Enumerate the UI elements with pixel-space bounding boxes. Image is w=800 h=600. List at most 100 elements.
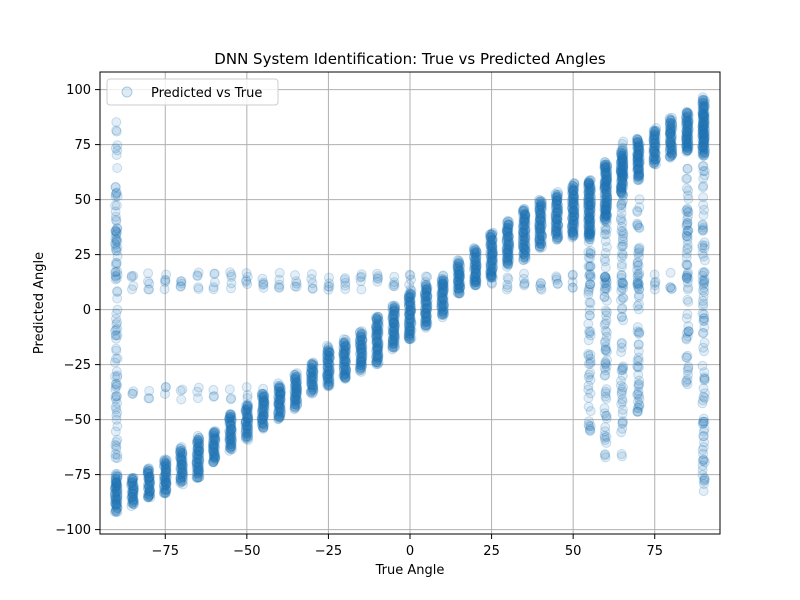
scatter-point <box>601 361 612 372</box>
scatter-point <box>436 274 447 284</box>
scatter-point <box>193 282 204 293</box>
scatter-point <box>322 340 333 351</box>
scatter-point <box>632 355 643 366</box>
scatter-point <box>110 325 121 336</box>
scatter-point <box>682 234 693 245</box>
scatter-point <box>699 322 710 333</box>
scatter-point <box>682 225 693 236</box>
scatter-point <box>683 361 694 372</box>
scatter-point <box>616 198 627 209</box>
scatter-point <box>600 391 611 402</box>
scatter-point <box>585 175 596 186</box>
scatter-point <box>600 449 611 460</box>
scatter-point <box>699 111 710 122</box>
scatter-point <box>616 270 627 281</box>
scatter-point <box>600 222 611 233</box>
scatter-point <box>599 253 610 264</box>
scatter-point <box>698 200 709 210</box>
scatter-point <box>601 276 612 287</box>
scatter-point <box>356 284 367 295</box>
scatter-point <box>682 260 693 271</box>
scatter-point <box>698 109 708 120</box>
scatter-point <box>617 169 628 180</box>
scatter-point <box>632 362 643 373</box>
scatter-point <box>599 432 610 443</box>
scatter-point <box>601 242 612 253</box>
scatter-point <box>583 286 594 297</box>
scatter-point <box>682 374 693 385</box>
scatter-point <box>633 291 644 302</box>
scatter-point <box>698 224 708 235</box>
scatter-point <box>601 280 612 291</box>
scatter-point <box>617 370 628 381</box>
legend-label: Predicted vs True <box>151 86 262 101</box>
scatter-point <box>112 286 123 297</box>
scatter-point <box>618 228 629 239</box>
scatter-point <box>699 473 710 483</box>
scatter-point <box>111 117 122 128</box>
scatter-point <box>682 273 692 283</box>
scatter-point <box>176 442 187 452</box>
scatter-point <box>600 365 611 376</box>
scatter-point <box>698 142 709 153</box>
scatter-point <box>143 463 154 474</box>
scatter-point <box>699 416 710 427</box>
scatter-point <box>697 182 708 193</box>
scatter-point <box>617 139 628 149</box>
scatter-point <box>616 150 627 161</box>
scatter-point <box>698 225 708 236</box>
scatter-point <box>616 157 627 168</box>
scatter-point <box>600 204 611 215</box>
scatter-point <box>651 123 662 133</box>
scatter-point <box>585 249 596 260</box>
scatter-point <box>241 276 252 287</box>
scatter-point <box>110 200 121 211</box>
scatter-point <box>634 284 645 295</box>
scatter-point <box>583 401 594 412</box>
scatter-point <box>617 362 628 373</box>
scatter-point <box>160 388 170 399</box>
scatter-point <box>617 142 628 153</box>
scatter-point <box>698 173 709 184</box>
scatter-point <box>632 163 643 174</box>
scatter-point <box>617 417 628 428</box>
scatter-point <box>633 304 644 315</box>
scatter-point <box>683 321 694 332</box>
scatter-point <box>617 153 628 164</box>
scatter-point <box>110 143 121 154</box>
scatter-point <box>698 383 709 394</box>
scatter-point <box>698 486 709 497</box>
scatter-point <box>599 408 610 419</box>
scatter-point <box>698 119 709 130</box>
scatter-point <box>615 167 626 178</box>
scatter-point <box>111 330 122 340</box>
scatter-point <box>634 299 644 310</box>
scatter-point <box>697 219 708 230</box>
scatter-point <box>600 435 611 446</box>
scatter-point <box>601 331 612 342</box>
scatter-point <box>697 460 708 471</box>
scatter-point <box>681 133 692 144</box>
scatter-point <box>534 194 545 205</box>
scatter-point <box>583 228 594 239</box>
scatter-point <box>681 313 692 324</box>
scatter-point <box>584 234 595 245</box>
scatter-point <box>632 282 643 293</box>
scatter-point <box>208 284 219 295</box>
legend: Predicted vs True <box>106 78 279 106</box>
scatter-point <box>600 248 611 258</box>
scatter-point <box>683 118 694 129</box>
scatter-point <box>618 145 628 156</box>
scatter-point <box>111 324 122 335</box>
scatter-point <box>112 330 123 341</box>
scatter-point <box>552 187 563 197</box>
scatter-point <box>618 160 628 171</box>
scatter-point <box>599 168 610 179</box>
scatter-point <box>632 271 643 282</box>
scatter-point <box>633 243 644 254</box>
scatter-point <box>112 353 123 364</box>
scatter-point <box>681 334 692 345</box>
x-axis-label: True Angle <box>375 563 445 578</box>
scatter-point <box>601 410 612 421</box>
